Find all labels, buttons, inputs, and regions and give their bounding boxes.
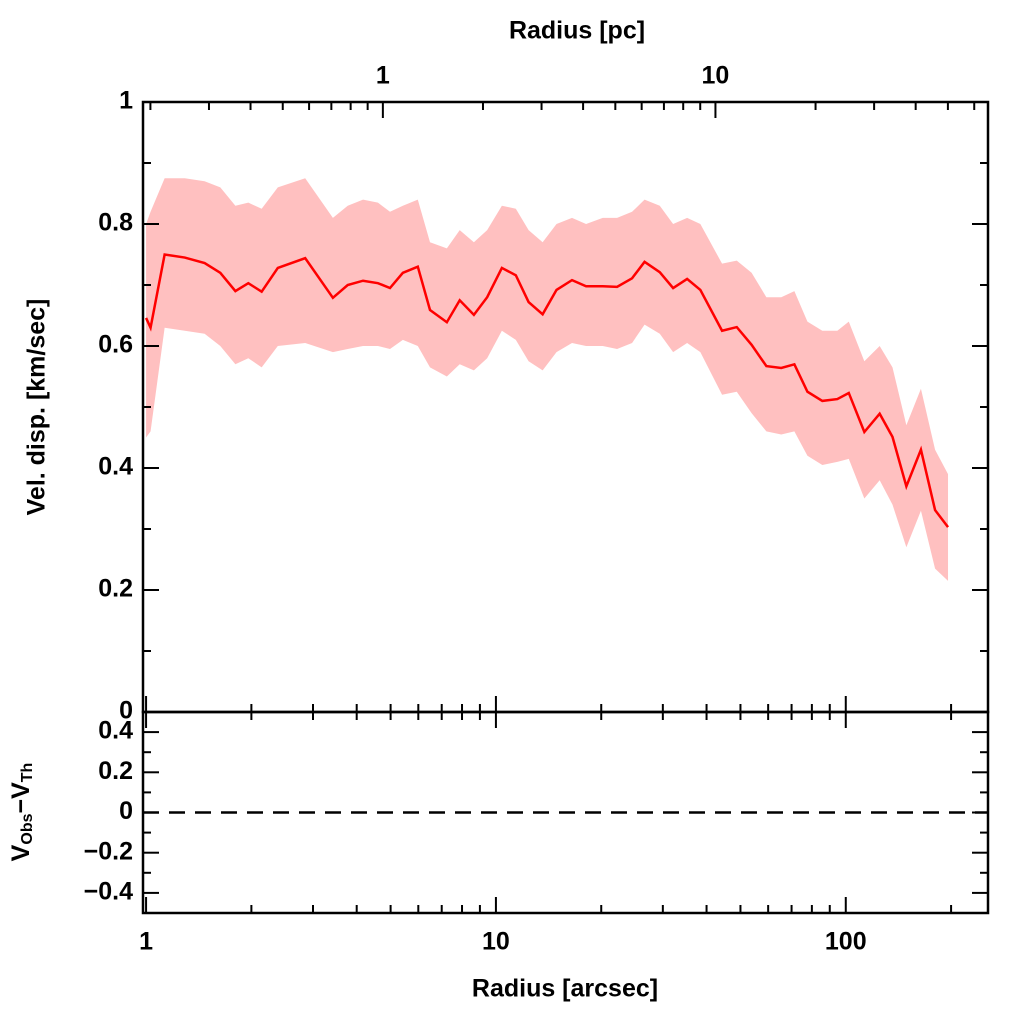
- top-tick-label: 10: [702, 62, 730, 90]
- y-tick-label: 0.6: [98, 331, 133, 359]
- y-tick-label: 0.4: [98, 717, 133, 745]
- x-tick-label: 100: [825, 928, 867, 956]
- y-tick-label: 0.8: [98, 209, 133, 237]
- data-line: [144, 253, 950, 528]
- y-axis-title: Vel. disp. [km/sec]: [23, 299, 51, 516]
- y-tick-label: 0.4: [98, 453, 133, 481]
- plot-frame: [141, 710, 990, 915]
- top-axis-title: Radius [pc]: [509, 17, 645, 45]
- label-sub: Th: [19, 763, 36, 783]
- y-tick-label: −0.2: [84, 837, 133, 865]
- error-band: [146, 178, 949, 581]
- y-tick-label: 0: [119, 697, 133, 725]
- y-tick-label: 1: [119, 87, 133, 115]
- label-part: −V: [7, 782, 35, 814]
- label-sub: Obs: [19, 813, 36, 844]
- label-part: V: [7, 844, 35, 861]
- y-tick-label: 0.2: [98, 757, 133, 785]
- residual-y-axis-title: VObs−VTh: [7, 763, 37, 862]
- x-axis-title: Radius [arcsec]: [472, 975, 658, 1003]
- x-tick-label: 1: [139, 928, 153, 956]
- top-tick-label: 1: [376, 62, 390, 90]
- x-tick-label: 10: [482, 928, 510, 956]
- y-tick-label: 0.2: [98, 575, 133, 603]
- y-tick-label: 0: [119, 797, 133, 825]
- y-tick-label: −0.4: [84, 878, 133, 906]
